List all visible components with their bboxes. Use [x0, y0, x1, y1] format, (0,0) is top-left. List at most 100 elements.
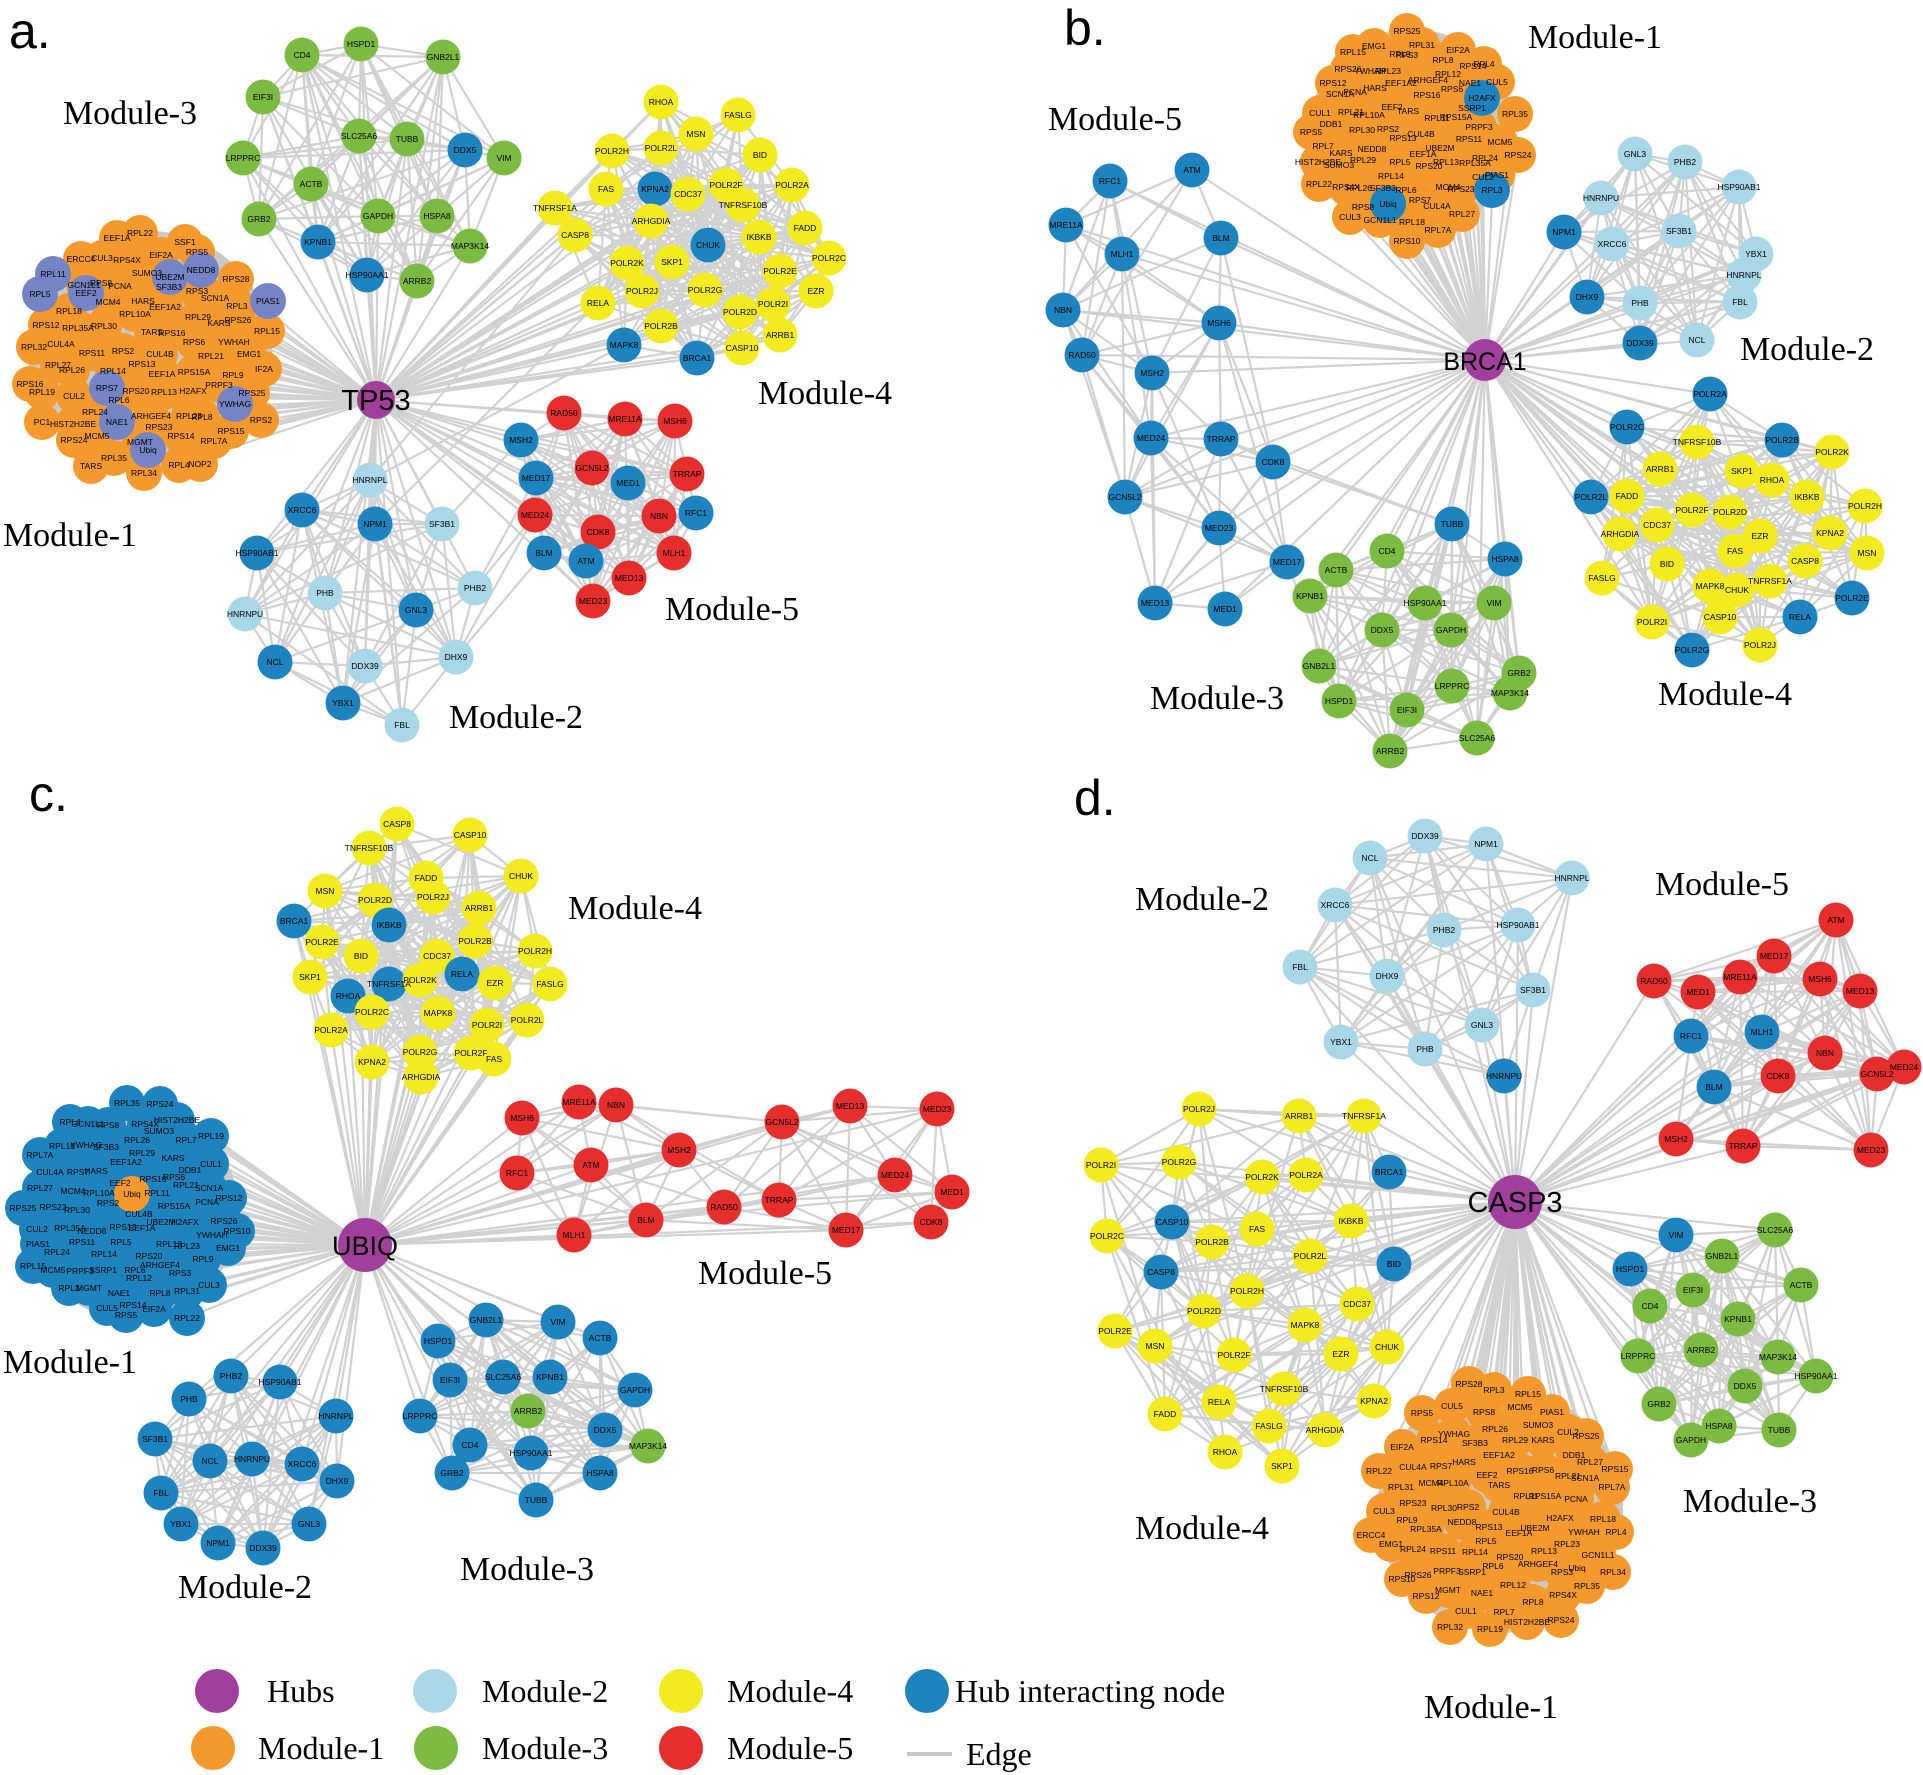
svg-text:EEF1A: EEF1A — [129, 1223, 156, 1233]
svg-text:Ubiq: Ubiq — [1568, 1563, 1586, 1573]
svg-text:RPS12: RPS12 — [33, 320, 60, 330]
svg-text:EZR: EZR — [808, 286, 825, 296]
svg-text:BLM: BLM — [637, 1215, 654, 1225]
svg-text:KARS: KARS — [161, 1153, 184, 1163]
svg-text:RPS2: RPS2 — [1377, 124, 1399, 134]
svg-text:TNFRSF1A: TNFRSF1A — [1748, 576, 1792, 586]
svg-text:Module-1: Module-1 — [1424, 1689, 1558, 1726]
svg-text:ACTB: ACTB — [300, 179, 323, 189]
svg-text:MGMT: MGMT — [127, 437, 153, 447]
svg-text:GAPDH: GAPDH — [1676, 1435, 1706, 1445]
svg-text:Ubiq: Ubiq — [1379, 199, 1397, 209]
svg-text:GAPDH: GAPDH — [363, 211, 393, 221]
svg-text:ARHGDIA: ARHGDIA — [1306, 1425, 1345, 1435]
svg-text:TNFRSF10B: TNFRSF10B — [719, 200, 768, 210]
svg-text:RPS5: RPS5 — [1411, 1408, 1433, 1418]
svg-text:RPS13: RPS13 — [1390, 133, 1417, 143]
svg-text:DDX39: DDX39 — [249, 1543, 277, 1553]
svg-text:RPL11: RPL11 — [144, 1188, 170, 1198]
svg-text:POLR2I: POLR2I — [1086, 1160, 1116, 1170]
svg-text:c.: c. — [29, 766, 68, 822]
svg-text:POLR2E: POLR2E — [305, 937, 339, 947]
svg-text:RPL31: RPL31 — [1409, 40, 1435, 50]
svg-text:Ubiq: Ubiq — [123, 1189, 141, 1199]
svg-text:RPS24: RPS24 — [1548, 1615, 1575, 1625]
svg-text:HNRNPL: HNRNPL — [353, 475, 388, 485]
svg-text:POLR2G: POLR2G — [403, 1047, 438, 1057]
svg-text:GNL3: GNL3 — [1471, 1020, 1493, 1030]
svg-text:Hubs: Hubs — [267, 1673, 335, 1709]
svg-text:CD4: CD4 — [461, 1440, 478, 1450]
svg-text:ARRB1: ARRB1 — [465, 903, 494, 913]
svg-text:EIF2A: EIF2A — [1446, 45, 1470, 55]
svg-text:CASP3: CASP3 — [1467, 1187, 1562, 1219]
svg-text:RPL12: RPL12 — [126, 1273, 152, 1283]
svg-text:SUMO3: SUMO3 — [144, 1126, 175, 1136]
svg-text:POLR2H: POLR2H — [595, 146, 629, 156]
svg-text:RAD50: RAD50 — [550, 408, 578, 418]
svg-text:MED1: MED1 — [616, 478, 640, 488]
svg-text:MCM5: MCM5 — [1507, 1402, 1532, 1412]
svg-text:EIF2A: EIF2A — [1390, 1442, 1414, 1452]
svg-text:UBE2M: UBE2M — [155, 272, 184, 282]
svg-text:POLR2J: POLR2J — [1744, 640, 1776, 650]
svg-text:MSH6: MSH6 — [510, 1113, 534, 1123]
svg-text:YBX1: YBX1 — [170, 1519, 192, 1529]
svg-text:TUBB: TUBB — [525, 1495, 548, 1505]
svg-text:EEF2: EEF2 — [1381, 102, 1403, 112]
svg-text:TRRAP: TRRAP — [1729, 1141, 1758, 1151]
svg-text:YWHAG: YWHAG — [1438, 1429, 1470, 1439]
svg-text:RPS26: RPS26 — [225, 315, 252, 325]
svg-text:RHOA: RHOA — [1760, 475, 1785, 485]
svg-text:NBN: NBN — [1816, 1048, 1834, 1058]
svg-text:TARS: TARS — [141, 327, 163, 337]
svg-text:RPS24: RPS24 — [147, 1099, 174, 1109]
svg-text:RPS16: RPS16 — [1414, 90, 1441, 100]
svg-text:RPL35A: RPL35A — [62, 323, 94, 333]
svg-text:RPL11: RPL11 — [40, 269, 66, 279]
svg-text:XRCC6: XRCC6 — [288, 1459, 317, 1469]
svg-text:RPL29: RPL29 — [1350, 155, 1376, 165]
svg-text:RPS14: RPS14 — [1421, 1435, 1448, 1445]
svg-text:LRPPRC: LRPPRC — [1621, 1351, 1655, 1361]
svg-text:KPNA2: KPNA2 — [1816, 528, 1844, 538]
svg-text:YWHAG: YWHAG — [70, 1140, 102, 1150]
svg-text:ATM: ATM — [1183, 165, 1200, 175]
svg-text:VIM: VIM — [1486, 598, 1501, 608]
svg-text:MAPK8: MAPK8 — [1291, 1320, 1320, 1330]
svg-text:GAPDH: GAPDH — [620, 1385, 650, 1395]
svg-text:GCN5L2: GCN5L2 — [765, 1117, 798, 1127]
svg-text:MAP3K14: MAP3K14 — [629, 1441, 668, 1451]
svg-text:CDC37: CDC37 — [423, 951, 451, 961]
svg-text:NCL: NCL — [1688, 335, 1705, 345]
svg-text:RPL30: RPL30 — [64, 1205, 90, 1215]
svg-text:NCL: NCL — [201, 1456, 218, 1466]
svg-text:TRRAP: TRRAP — [765, 1195, 794, 1205]
svg-text:RPS20: RPS20 — [1497, 1552, 1524, 1562]
svg-text:RPL10A: RPL10A — [119, 309, 151, 319]
svg-text:RPL15: RPL15 — [254, 326, 280, 336]
svg-text:HSPD1: HSPD1 — [1325, 696, 1354, 706]
svg-text:MCM4: MCM4 — [1418, 1478, 1443, 1488]
svg-text:Hub interacting node: Hub interacting node — [955, 1673, 1225, 1709]
svg-text:RPS8: RPS8 — [90, 278, 112, 288]
svg-text:MCM4: MCM4 — [60, 1186, 85, 1196]
svg-text:CUL4A: CUL4A — [36, 1167, 64, 1177]
svg-text:MSN: MSN — [687, 129, 706, 139]
svg-text:CDK8: CDK8 — [1262, 457, 1285, 467]
svg-text:NEDD8: NEDD8 — [1448, 1517, 1477, 1527]
svg-text:RPL27: RPL27 — [45, 360, 71, 370]
svg-text:CD4: CD4 — [1641, 1301, 1658, 1311]
svg-text:DDX5: DDX5 — [454, 145, 477, 155]
svg-text:RPS2: RPS2 — [250, 415, 272, 425]
svg-text:Module-4: Module-4 — [727, 1673, 853, 1709]
svg-text:MED13: MED13 — [615, 573, 644, 583]
svg-text:CASP10: CASP10 — [1156, 1217, 1189, 1227]
svg-text:CHUK: CHUK — [1375, 1342, 1399, 1352]
svg-text:RPL7A: RPL7A — [201, 436, 228, 446]
svg-text:RPS24: RPS24 — [61, 435, 88, 445]
svg-text:SCN1A: SCN1A — [1571, 1473, 1600, 1483]
svg-text:GCN5L2: GCN5L2 — [1860, 1069, 1893, 1079]
svg-text:YWHAH: YWHAH — [196, 1230, 228, 1240]
svg-text:Module-2: Module-2 — [482, 1673, 608, 1709]
